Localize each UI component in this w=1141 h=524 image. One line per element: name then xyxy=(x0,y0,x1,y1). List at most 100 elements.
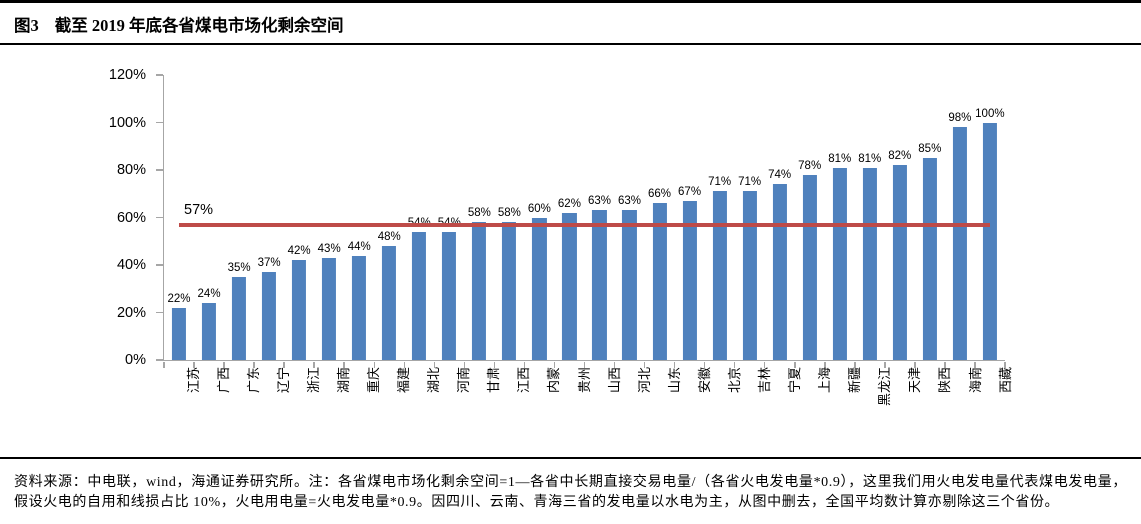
y-axis-tick-label: 60% xyxy=(116,209,146,226)
bar xyxy=(171,307,187,360)
bar-slot: 85% xyxy=(915,75,945,360)
bar xyxy=(352,255,367,360)
bar-slot: 54% xyxy=(404,75,434,360)
x-axis-slot: 浙江 xyxy=(283,361,321,449)
x-axis-tick xyxy=(523,361,526,368)
bar-slot: 54% xyxy=(434,75,464,360)
bar-slot: 71% xyxy=(705,75,735,360)
bar-value-label: 81% xyxy=(828,152,852,165)
x-axis-slot: 湖北 xyxy=(404,361,441,449)
bar xyxy=(292,260,307,360)
x-axis-tick xyxy=(193,361,195,368)
y-axis-tick xyxy=(156,216,163,219)
bar xyxy=(862,167,877,360)
reference-line xyxy=(179,222,990,227)
bar xyxy=(412,231,427,360)
x-axis-tick xyxy=(673,361,676,368)
bar-value-label: 62% xyxy=(557,197,581,210)
y-axis-tick xyxy=(156,311,163,314)
plot-area: 22%24%35%37%42%43%44%48%54%54%58%58%60%6… xyxy=(156,74,1006,368)
x-axis-slot: 重庆 xyxy=(343,361,381,449)
x-axis-tick xyxy=(493,361,496,368)
figure-number-label: 图3 xyxy=(14,16,39,35)
x-axis-tick xyxy=(763,361,766,368)
bar-value-label: 22% xyxy=(167,292,191,305)
x-axis-tick xyxy=(583,361,586,368)
x-axis-slot: 山西 xyxy=(584,361,622,449)
x-axis-slot: 黑龙江 xyxy=(855,361,892,449)
x-axis-tick xyxy=(794,361,796,368)
x-axis-tick xyxy=(463,361,466,368)
x-axis-slot: 江西 xyxy=(494,361,531,449)
bar xyxy=(802,174,817,360)
x-axis-slot: 山东 xyxy=(644,361,682,449)
bar xyxy=(892,165,907,360)
bar-slot: 43% xyxy=(314,75,344,360)
x-axis-slot: 上海 xyxy=(795,361,832,449)
bar xyxy=(682,200,697,360)
bars-area: 22%24%35%37%42%43%44%48%54%54%58%58%60%6… xyxy=(164,75,1005,360)
bar-slot: 22% xyxy=(164,75,194,360)
bar-value-label: 71% xyxy=(708,176,732,189)
x-axis-tick xyxy=(313,361,315,368)
x-axis-tick xyxy=(253,361,255,368)
bar-slot: 24% xyxy=(194,75,224,360)
x-axis-slot: 吉林 xyxy=(734,361,772,449)
figure-title-text: 截至 2019 年底各省煤电市场化剩余空间 xyxy=(54,16,344,35)
x-axis-tick xyxy=(373,361,375,368)
bar xyxy=(322,257,337,360)
title-divider-rule xyxy=(0,43,1141,45)
x-axis-tick xyxy=(553,361,556,368)
x-axis-slot: 西藏 xyxy=(975,361,1013,449)
reference-line-label: 57% xyxy=(184,201,214,218)
x-axis-slot: 宁夏 xyxy=(765,361,802,449)
bar-value-label: 66% xyxy=(648,188,672,201)
y-axis-tick-label: 20% xyxy=(116,304,146,321)
bar-slot: 82% xyxy=(885,75,915,360)
plot-outer: 120% 100% 80% 60% 40% 20% 0% 22% 24% 35% 37% 42% 43… xyxy=(109,67,1006,368)
bar xyxy=(652,203,667,360)
bar-chart: 120% 100% 80% 60% 40% 20% 0% 22% 24% 35% 37% 42% 43… xyxy=(0,67,1141,449)
bar-value-label: 78% xyxy=(798,159,822,172)
bar-slot: 44% xyxy=(344,75,374,360)
bar-value-label: 48% xyxy=(377,231,401,243)
x-axis-slot: 海南 xyxy=(945,361,983,449)
bar-value-label: 85% xyxy=(918,143,942,156)
bar-slot: 42% xyxy=(284,75,314,360)
y-axis-tick xyxy=(156,264,163,266)
x-axis-slot: 陕西 xyxy=(915,361,953,449)
bar-slot: 81% xyxy=(855,75,885,360)
bar-value-label: 43% xyxy=(317,242,341,255)
bar xyxy=(772,184,787,360)
bar xyxy=(922,158,937,360)
y-axis-tick xyxy=(156,169,163,171)
bar-slot: 66% xyxy=(645,75,675,360)
x-axis-tick xyxy=(884,361,886,368)
y-axis-tick-label: 120% xyxy=(108,67,146,83)
bar-slot: 63% xyxy=(614,75,644,360)
bar-value-label: 74% xyxy=(768,169,792,182)
x-axis-slot: 广西 xyxy=(193,361,231,449)
x-axis-tick xyxy=(944,361,946,368)
x-axis-slot: 贵州 xyxy=(554,361,592,449)
bar-slot: 60% xyxy=(524,75,554,360)
bar-value-label: 98% xyxy=(948,112,972,125)
x-axis-tick xyxy=(703,361,706,368)
x-axis-tick xyxy=(433,361,436,368)
figure-title: 图3 截至 2019 年底各省煤电市场化剩余空间 xyxy=(0,3,1141,43)
x-axis-slot: 河南 xyxy=(434,361,471,449)
bar-slot: 63% xyxy=(584,75,614,360)
x-axis-tick xyxy=(1004,361,1006,368)
bar-slot: 67% xyxy=(675,75,705,360)
x-axis-tick xyxy=(643,361,646,368)
bar xyxy=(472,222,487,360)
y-axis-tick xyxy=(156,74,163,76)
bar xyxy=(442,231,457,360)
bar xyxy=(592,210,607,360)
bar-value-label: 37% xyxy=(257,257,281,270)
bar xyxy=(502,222,517,360)
y-axis-tick-label: 80% xyxy=(116,162,146,178)
x-axis-tick xyxy=(854,361,856,368)
bar-value-label: 60% xyxy=(527,202,551,215)
bar-value-label: 67% xyxy=(678,185,702,198)
